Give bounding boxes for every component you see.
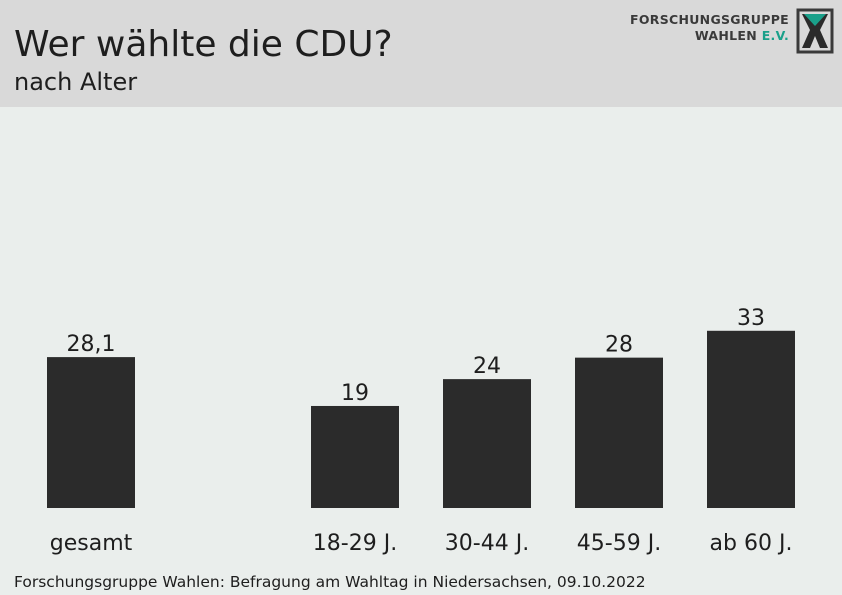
- category-label-2: 30-44 J.: [445, 531, 529, 556]
- value-label-4: 33: [737, 306, 765, 331]
- logo-mark-icon: [796, 8, 834, 54]
- value-label-2: 24: [473, 354, 501, 379]
- value-label-3: 28: [605, 333, 633, 358]
- bar-4: [707, 330, 795, 508]
- bar-chart: 28,1 gesamt 19 18-29 J. 24 30-44 J. 28 45-59 J.…: [47, 306, 795, 556]
- bar-2: [443, 379, 531, 508]
- category-label-1: 18-29 J.: [313, 531, 397, 556]
- bar-3: [575, 357, 663, 508]
- logo-ev: E.V.: [761, 28, 789, 43]
- logo-line-1: FORSCHUNGSGRUPPE: [630, 12, 789, 27]
- logo-text: FORSCHUNGSGRUPPE WAHLEN E.V.: [630, 12, 789, 44]
- category-label-0: gesamt: [50, 531, 133, 556]
- value-label-1: 19: [341, 381, 369, 406]
- category-label-3: 45-59 J.: [577, 531, 661, 556]
- logo-wahlen: WAHLEN: [694, 28, 758, 43]
- chart-subtitle: nach Alter: [14, 68, 138, 96]
- bar-0: [47, 357, 135, 508]
- category-label-4: ab 60 J.: [710, 531, 793, 556]
- value-label-0: 28,1: [67, 332, 116, 357]
- chart-title: Wer wählte die CDU?: [14, 24, 393, 65]
- logo-line-2: WAHLEN E.V.: [630, 28, 789, 44]
- source-note: Forschungsgruppe Wahlen: Befragung am Wa…: [14, 573, 646, 591]
- header: Wer wählte die CDU? nach Alter FORSCHUNG…: [0, 0, 842, 107]
- bar-1: [311, 405, 399, 508]
